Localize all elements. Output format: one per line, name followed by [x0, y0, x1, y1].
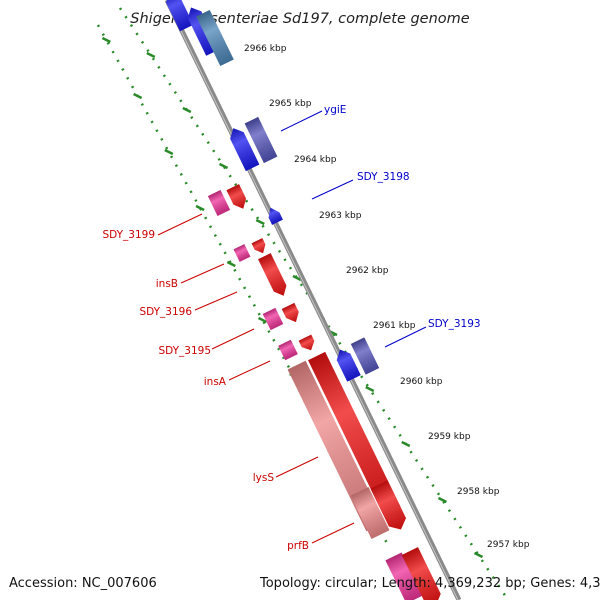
- plus-strand-labels: ygiE SDY_3198 SDY_3193: [280, 104, 481, 348]
- gene-label-SDY_3195[interactable]: SDY_3195: [158, 345, 211, 357]
- kbp-label: 2958 kbp: [457, 487, 500, 497]
- major-tick: [164, 148, 174, 156]
- major-tick: [257, 316, 268, 324]
- accession-text: Accession: NC_007606: [9, 576, 157, 591]
- scale-labels: 2966 kbp 2965 kbp 2964 kbp 2963 kbp 2962…: [244, 44, 530, 550]
- gene-label-SDY_3193[interactable]: SDY_3193: [428, 318, 481, 330]
- kbp-label: 2966 kbp: [244, 44, 287, 54]
- gene-block[interactable]: [244, 116, 278, 164]
- gene-block[interactable]: [251, 238, 269, 256]
- major-tick: [133, 92, 143, 100]
- gene-block[interactable]: [401, 547, 444, 600]
- kbp-label: 2962 kbp: [346, 266, 389, 276]
- gene-block[interactable]: [281, 302, 302, 325]
- gene-features: [163, 0, 444, 600]
- gene-block[interactable]: [265, 205, 283, 225]
- gene-label-insB[interactable]: insB: [156, 278, 178, 290]
- major-tick: [101, 36, 111, 44]
- gene-label-SDY_3196[interactable]: SDY_3196: [139, 306, 192, 318]
- gene-label-lysS[interactable]: lysS: [253, 472, 275, 484]
- major-tick: [292, 274, 302, 282]
- gene-block[interactable]: [196, 9, 234, 67]
- major-tick: [182, 106, 192, 114]
- gene-label-SDY_3198[interactable]: SDY_3198: [357, 171, 410, 183]
- gene-block[interactable]: [233, 244, 251, 262]
- major-tick: [473, 551, 484, 559]
- gene-block[interactable]: [207, 190, 231, 216]
- gene-block[interactable]: [370, 480, 410, 533]
- gene-block[interactable]: [287, 360, 385, 532]
- major-tick: [146, 51, 156, 59]
- gene-label-insA[interactable]: insA: [204, 376, 227, 388]
- gene-block[interactable]: [350, 337, 380, 375]
- major-tick: [255, 218, 265, 226]
- gene-label-SDY_3199[interactable]: SDY_3199: [102, 229, 155, 241]
- gene-block[interactable]: [262, 307, 284, 331]
- major-tick: [195, 204, 205, 212]
- gene-block[interactable]: [298, 334, 318, 354]
- kbp-label: 2957 kbp: [487, 540, 530, 550]
- genome-backbone: [164, 0, 462, 600]
- kbp-label: 2963 kbp: [319, 211, 362, 221]
- gene-label-ygiE[interactable]: ygiE: [324, 104, 346, 116]
- gene-block[interactable]: [308, 351, 404, 522]
- gene-block[interactable]: [226, 184, 249, 212]
- minus-strand-labels: SDY_3199 insB SDY_3196 SDY_3195 insA lys…: [102, 213, 355, 552]
- gene-block[interactable]: [333, 346, 361, 382]
- gene-block[interactable]: [258, 253, 290, 299]
- gene-block[interactable]: [350, 487, 390, 539]
- kbp-label: 2959 kbp: [428, 432, 471, 442]
- major-tick: [218, 162, 229, 170]
- kbp-label: 2964 kbp: [294, 155, 337, 165]
- gene-block[interactable]: [163, 0, 194, 32]
- gene-block[interactable]: [227, 125, 260, 172]
- kbp-label: 2960 kbp: [400, 377, 443, 387]
- gene-block[interactable]: [385, 552, 423, 600]
- gene-label-prfB[interactable]: prfB: [287, 540, 309, 552]
- major-tick: [365, 385, 375, 393]
- major-tick: [401, 440, 411, 448]
- kbp-label: 2961 kbp: [373, 321, 416, 331]
- kbp-label: 2965 kbp: [269, 99, 312, 109]
- outer-major-ticks: [146, 51, 484, 559]
- major-tick: [226, 260, 236, 268]
- topology-text: Topology: circular; Length: 4,369,232 bp…: [260, 576, 600, 591]
- gene-block[interactable]: [278, 339, 298, 361]
- major-tick: [437, 496, 448, 504]
